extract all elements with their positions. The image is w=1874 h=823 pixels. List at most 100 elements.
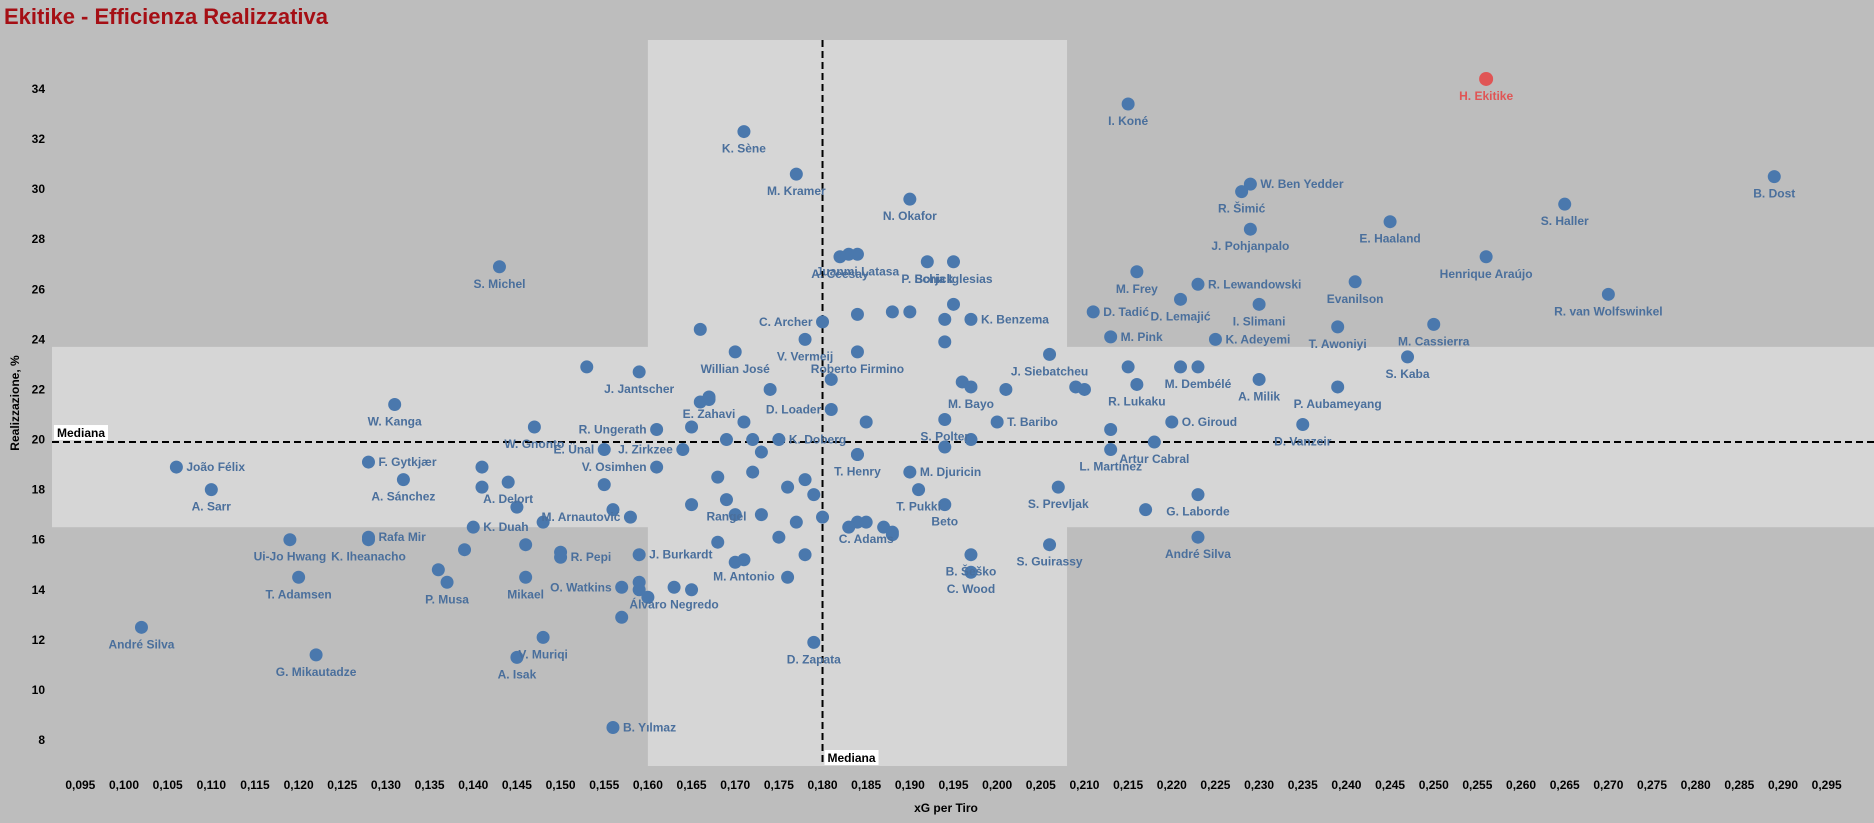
data-point <box>510 500 524 514</box>
x-tick-label: 0,145 <box>502 778 532 792</box>
data-point <box>1296 418 1310 432</box>
data-point <box>466 520 480 534</box>
data-point <box>885 525 899 539</box>
point-label: Mikael <box>507 587 544 601</box>
point-label: C. Wood <box>947 582 995 596</box>
point-label: O. Watkins <box>550 580 612 594</box>
point-label: Evanilson <box>1327 292 1384 306</box>
x-tick-label: 0,130 <box>371 778 401 792</box>
data-point <box>685 583 699 597</box>
data-point <box>789 167 803 181</box>
data-point <box>1252 372 1266 386</box>
data-point <box>501 475 515 489</box>
data-point <box>510 650 524 664</box>
data-point <box>798 548 812 562</box>
data-point <box>597 443 611 457</box>
data-point <box>685 420 699 434</box>
y-tick-label: 22 <box>32 382 46 396</box>
point-label: P. Aubameyang <box>1294 397 1382 411</box>
data-point <box>912 483 926 497</box>
point-label: R. Ungerath <box>579 423 647 437</box>
data-point <box>781 480 795 494</box>
point-label: A. Isak <box>498 667 537 681</box>
data-point <box>623 510 637 524</box>
point-label: J. Zirkzee <box>618 443 673 457</box>
x-tick-label: 0,190 <box>895 778 925 792</box>
data-point <box>1401 350 1415 364</box>
x-tick-label: 0,095 <box>65 778 95 792</box>
data-point <box>396 473 410 487</box>
point-label: G. Mikautadze <box>276 665 357 679</box>
data-point <box>292 570 306 584</box>
point-label: Rangel <box>706 510 746 524</box>
data-point <box>388 397 402 411</box>
data-point <box>1252 297 1266 311</box>
data-point <box>947 297 960 311</box>
data-point <box>719 433 733 447</box>
data-point <box>807 488 821 502</box>
point-label: A. Ceesay <box>811 267 869 281</box>
point-label: C. Adams <box>839 532 894 546</box>
data-point <box>361 455 375 469</box>
data-point <box>746 433 760 447</box>
data-point <box>807 635 821 649</box>
data-point <box>711 535 725 549</box>
data-point <box>938 413 952 427</box>
x-tick-label: 0,200 <box>982 778 1012 792</box>
x-tick-label: 0,150 <box>546 778 576 792</box>
point-label: F. Gytkjær <box>378 455 436 469</box>
data-point <box>519 570 533 584</box>
y-axis-ticks: 8 10 12 14 16 18 20 22 24 26 28 30 32 34 <box>32 82 46 747</box>
x-tick-label: 0,280 <box>1681 778 1711 792</box>
data-point <box>842 520 856 534</box>
point-label: M. Antonio <box>713 570 775 584</box>
data-point <box>1191 360 1205 374</box>
data-point <box>964 565 978 579</box>
data-point <box>1767 170 1781 184</box>
data-point <box>1104 443 1118 457</box>
data-point <box>1104 330 1118 344</box>
point-label: S. Prevljak <box>1028 497 1089 511</box>
highlight-label: H. Ekitike <box>1459 89 1513 103</box>
data-point <box>885 305 899 319</box>
point-label: W. Kanga <box>368 414 422 428</box>
chart-title: Ekitike - Efficienza Realizzativa <box>4 4 329 29</box>
data-point <box>1121 360 1135 374</box>
data-point <box>361 533 375 547</box>
data-point <box>728 345 742 359</box>
y-tick-label: 34 <box>32 82 46 96</box>
x-tick-label: 0,195 <box>938 778 968 792</box>
point-label: João Félix <box>186 460 245 474</box>
data-point <box>833 250 847 264</box>
x-tick-label: 0,110 <box>197 778 227 792</box>
data-point <box>746 465 760 479</box>
data-point <box>1104 423 1118 437</box>
point-label: P. Schick <box>901 272 953 286</box>
point-label: J. Pohjanpalo <box>1211 239 1289 253</box>
data-point <box>1383 215 1397 229</box>
data-point <box>632 365 646 379</box>
data-point <box>1331 380 1345 394</box>
y-tick-label: 10 <box>32 683 46 697</box>
data-point <box>903 305 917 319</box>
point-label: V. Muriqi <box>518 647 568 661</box>
data-point <box>947 255 960 269</box>
point-label: A. Sánchez <box>371 490 435 504</box>
point-label: D. Tadić <box>1103 305 1149 319</box>
x-tick-label: 0,260 <box>1506 778 1536 792</box>
data-point <box>737 125 751 139</box>
point-label: Rafa Mir <box>378 530 426 544</box>
highlight-point <box>1479 71 1494 86</box>
data-point <box>763 382 777 396</box>
median-x-label: Mediana <box>828 751 876 765</box>
data-point <box>1191 530 1205 544</box>
x-tick-label: 0,235 <box>1288 778 1318 792</box>
data-point <box>1130 377 1144 391</box>
x-tick-label: 0,270 <box>1593 778 1623 792</box>
data-point <box>938 335 952 349</box>
x-tick-label: 0,245 <box>1375 778 1405 792</box>
data-point <box>440 575 454 589</box>
data-point <box>1174 292 1188 306</box>
point-label: D. Lemajić <box>1151 309 1211 323</box>
data-point <box>685 498 699 512</box>
